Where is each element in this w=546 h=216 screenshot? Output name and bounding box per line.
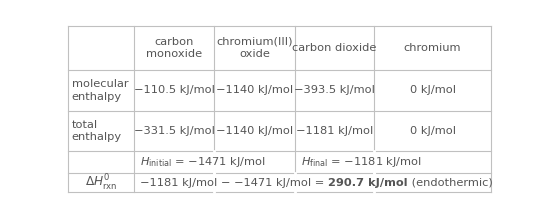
Text: (endothermic): (endothermic) bbox=[408, 178, 492, 188]
Text: total
enthalpy: total enthalpy bbox=[72, 120, 122, 142]
Text: −1140 kJ/mol: −1140 kJ/mol bbox=[216, 126, 293, 136]
Text: molecular
enthalpy: molecular enthalpy bbox=[72, 79, 128, 102]
Text: carbon
monoxide: carbon monoxide bbox=[146, 37, 202, 59]
Text: $\Delta\mathit{H}^0_\mathregular{rxn}$: $\Delta\mathit{H}^0_\mathregular{rxn}$ bbox=[85, 173, 117, 193]
Text: −1181 kJ/mol: −1181 kJ/mol bbox=[295, 126, 373, 136]
Text: 290.7 kJ/mol: 290.7 kJ/mol bbox=[328, 178, 408, 188]
Text: −393.5 kJ/mol: −393.5 kJ/mol bbox=[294, 85, 375, 95]
Text: chromium: chromium bbox=[404, 43, 461, 53]
Text: carbon dioxide: carbon dioxide bbox=[292, 43, 376, 53]
Text: −1181 kJ/mol − −1471 kJ/mol =: −1181 kJ/mol − −1471 kJ/mol = bbox=[140, 178, 328, 188]
Text: chromium(III)
oxide: chromium(III) oxide bbox=[216, 37, 293, 59]
Text: −331.5 kJ/mol: −331.5 kJ/mol bbox=[134, 126, 215, 136]
Text: $\mathit{H}_\mathregular{initial}$ = −1471 kJ/mol: $\mathit{H}_\mathregular{initial}$ = −14… bbox=[140, 155, 266, 169]
Text: −1140 kJ/mol: −1140 kJ/mol bbox=[216, 85, 293, 95]
Text: −110.5 kJ/mol: −110.5 kJ/mol bbox=[134, 85, 215, 95]
Text: 0 kJ/mol: 0 kJ/mol bbox=[410, 85, 455, 95]
Text: $\mathit{H}_\mathregular{final}$ = −1181 kJ/mol: $\mathit{H}_\mathregular{final}$ = −1181… bbox=[301, 155, 422, 169]
Text: 0 kJ/mol: 0 kJ/mol bbox=[410, 126, 455, 136]
